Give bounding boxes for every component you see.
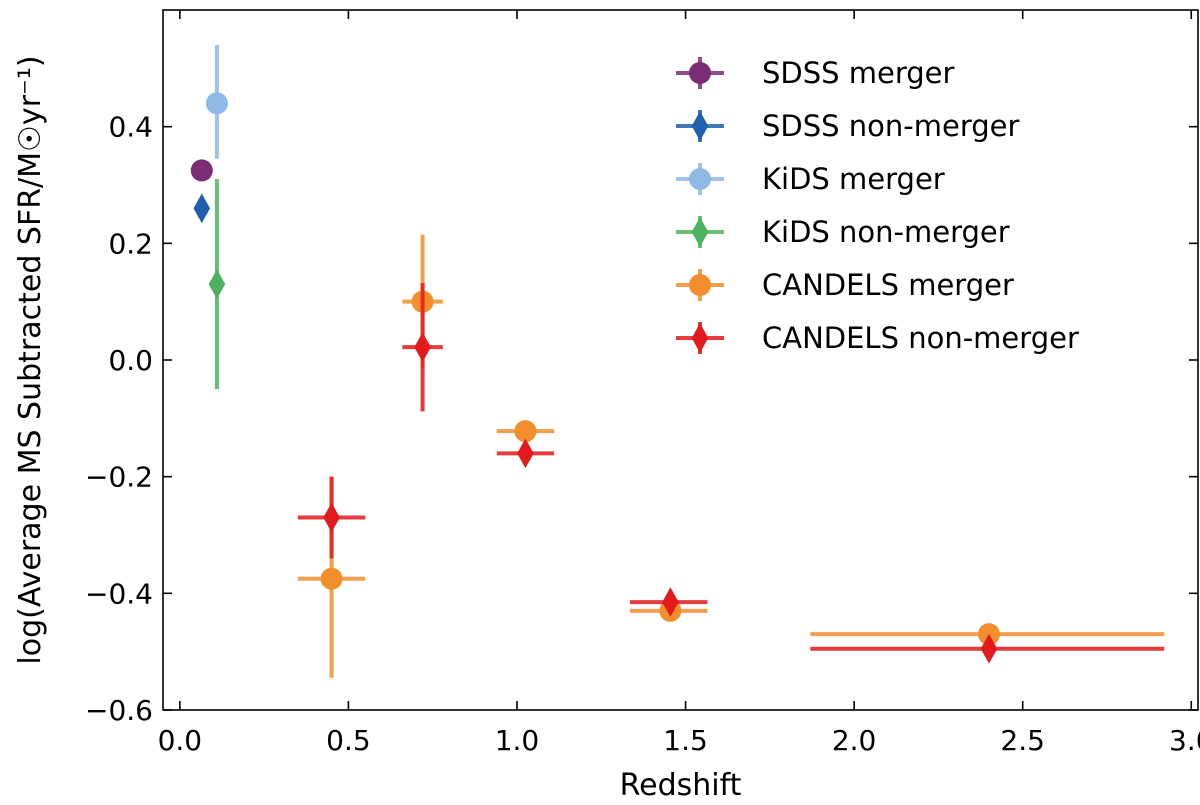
- x-tick-label: 2.5: [1000, 724, 1045, 757]
- plot-frame: [162, 9, 1199, 711]
- y-tick-label: 0.0: [108, 344, 153, 377]
- legend-item: CANDELS non-merger: [676, 321, 1079, 355]
- series-sdss-non-merger: [193, 193, 211, 224]
- x-tick-label: 0.5: [326, 724, 371, 757]
- legend-label: KiDS non-merger: [762, 215, 1010, 249]
- legend-item: CANDELS merger: [676, 268, 1014, 302]
- data-point: [689, 62, 711, 84]
- data-point: [323, 502, 340, 533]
- legend-item: KiDS non-merger: [676, 215, 1010, 249]
- x-axis: 0.0 0.5 1.0 1.5 2.0 2.5 3.0: [158, 10, 1200, 757]
- legend-label: CANDELS merger: [762, 268, 1014, 302]
- data-point: [689, 274, 711, 296]
- y-tick-label: −0.6: [85, 694, 153, 727]
- plot-area: [162, 9, 1199, 711]
- y-axis: −0.6 −0.4 −0.2 0.0 0.2 0.4: [85, 111, 1198, 727]
- x-tick-label: 3.0: [1169, 724, 1200, 757]
- data-point: [517, 438, 534, 469]
- y-tick-label: −0.4: [85, 577, 153, 610]
- legend-item: SDSS non-merger: [676, 109, 1019, 143]
- legend-item: SDSS merger: [676, 56, 955, 90]
- data-points: [190, 45, 1165, 678]
- data-point: [691, 111, 709, 141]
- data-point: [689, 168, 711, 190]
- y-tick-label: 0.2: [108, 227, 153, 260]
- data-point: [193, 193, 211, 224]
- y-axis-title: log(Average MS Subtracted SFR/M☉yr⁻¹): [13, 55, 48, 664]
- legend-item: KiDS merger: [676, 162, 945, 196]
- series-kids-merger: [205, 45, 228, 159]
- series-candels-merger: [297, 234, 1165, 678]
- y-tick-label: 0.4: [108, 111, 153, 144]
- legend: SDSS merger SDSS non-merger KiDS merger KiD…: [676, 56, 1079, 355]
- data-point: [980, 633, 998, 664]
- x-tick-label: 2.0: [832, 724, 877, 757]
- data-point: [320, 567, 343, 590]
- x-tick-label: 1.5: [663, 724, 708, 757]
- data-point: [662, 587, 679, 617]
- data-point: [190, 159, 213, 182]
- legend-label: SDSS non-merger: [762, 109, 1019, 143]
- data-point: [514, 420, 537, 443]
- series-candels-non-merger: [297, 283, 1165, 664]
- y-tick-label: −0.2: [85, 461, 153, 494]
- data-point: [205, 92, 228, 115]
- data-point: [414, 332, 431, 363]
- legend-label: KiDS merger: [762, 162, 945, 196]
- data-point: [208, 269, 226, 300]
- x-tick-label: 0.0: [158, 724, 203, 757]
- legend-label: SDSS merger: [762, 56, 955, 90]
- data-point: [691, 323, 709, 353]
- legend-label: CANDELS non-merger: [762, 321, 1079, 355]
- x-tick-label: 1.0: [495, 724, 540, 757]
- series-kids-non-merger: [208, 179, 226, 390]
- x-axis-title: Redshift: [620, 768, 742, 803]
- series-sdss-merger: [190, 159, 213, 182]
- data-point: [691, 217, 709, 247]
